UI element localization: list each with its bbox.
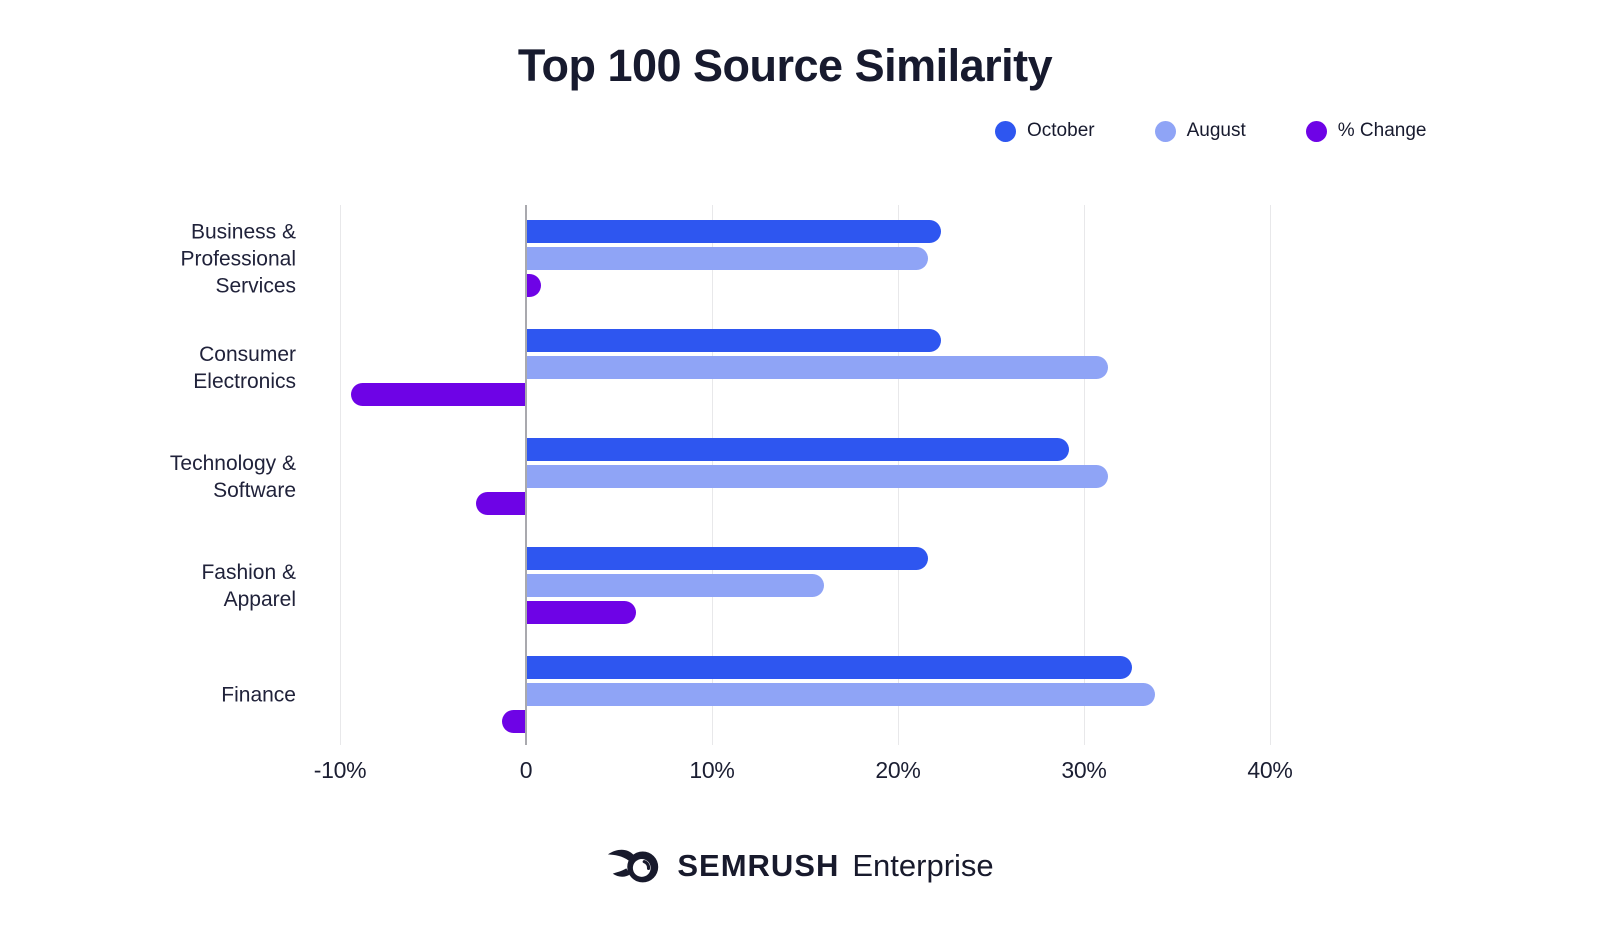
legend-dot-change (1305, 120, 1327, 142)
bar-october-finance (526, 656, 1133, 679)
category-label-finance: Finance (221, 683, 296, 706)
legend-label-change: % Change (1337, 120, 1427, 141)
x-tick-label-0: 0 (519, 757, 533, 783)
legend-item-change: % Change (1305, 120, 1427, 142)
zero-axis-line (525, 205, 527, 745)
legend-dot-august (1154, 120, 1176, 142)
x-tick-label--10: -10% (313, 757, 367, 783)
page-title: Top 100 Source Similarity (517, 40, 1053, 91)
bar-change-business (526, 274, 541, 297)
bar-august-finance (526, 683, 1155, 706)
bar-change-technology (475, 492, 526, 515)
bar-change-fashion (526, 601, 636, 624)
bar-october-fashion (526, 547, 928, 570)
footer: SEMRUSH Enterprise (0, 836, 1600, 896)
legend: October August % Change (995, 120, 1426, 142)
category-label-consumer: Consumer Electronics (193, 342, 296, 393)
legend-item-august: August (1154, 120, 1246, 142)
legend-label-october: October (1027, 120, 1095, 141)
legend-dot-october (995, 120, 1016, 142)
bar-october-business (526, 220, 941, 243)
category-label-technology: Technology & Software (169, 451, 296, 502)
category-label-business: Business & Professional Services (180, 220, 296, 297)
x-tick-label-20: 20% (875, 757, 921, 783)
x-tick-label-30: 30% (1061, 757, 1107, 783)
x-tick-label-40: 40% (1247, 757, 1293, 783)
bar-change-finance (501, 710, 526, 733)
bar-change-consumer (351, 383, 526, 406)
semrush-logo-icon (606, 844, 664, 888)
x-tick-label-10: 10% (689, 757, 735, 783)
legend-label-august: August (1186, 120, 1246, 141)
brand-suffix: Enterprise (852, 848, 994, 883)
plot-area (339, 205, 1480, 745)
bar-october-technology (526, 438, 1070, 461)
bar-october-consumer (526, 329, 941, 352)
brand-name: SEMRUSH (677, 848, 840, 883)
bar-august-consumer (526, 356, 1109, 379)
gridline-40 (1269, 205, 1271, 745)
gridline--10 (339, 205, 341, 745)
bar-august-technology (526, 465, 1109, 488)
bar-august-fashion (526, 574, 824, 597)
legend-item-october: October (995, 120, 1095, 142)
category-label-fashion: Fashion & Apparel (201, 560, 296, 611)
bar-august-business (526, 247, 928, 270)
